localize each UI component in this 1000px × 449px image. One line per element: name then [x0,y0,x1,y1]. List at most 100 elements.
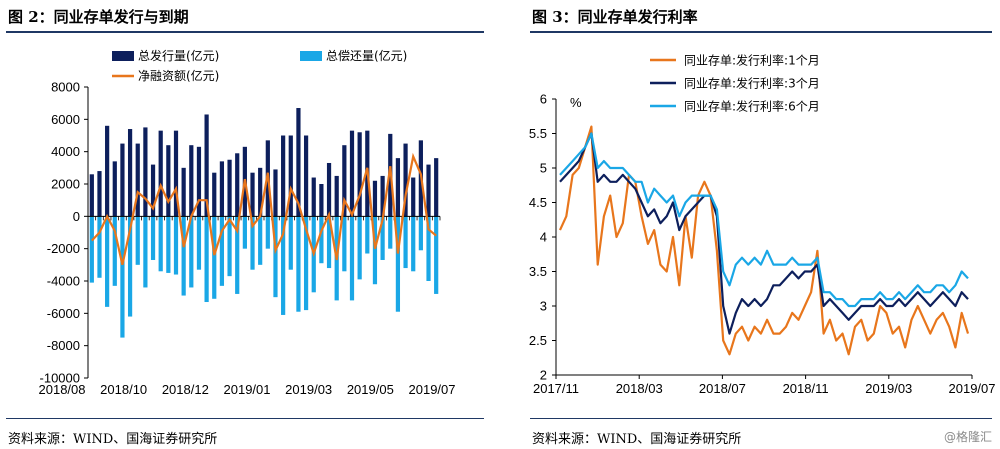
issuance-bar [196,146,202,217]
issuance-bar [372,180,378,217]
repayment-bar [127,216,133,317]
y-tick-label: 2.5 [529,333,547,348]
issuance-bar [166,145,171,217]
issuance-bar [426,164,431,217]
repayment-bar [204,216,209,303]
repayment-bar [434,216,439,294]
repayment-bar [112,216,117,286]
issuance-bar [219,161,225,217]
issuance-bar [181,167,186,217]
x-tick-label: 2018/12 [162,382,209,397]
x-tick-label: 2018/11 [783,381,829,396]
repayment-bar [288,216,293,270]
issuance-bar [311,177,316,217]
legend-label-1m: 同业存单:发行利率:1个月 [684,53,820,68]
repayment-bar [349,216,355,301]
watermark: @格隆汇 [943,430,992,444]
repayment-bar [365,216,370,254]
issuance-bar [150,164,156,217]
left-figure-title: 图 2：同业存单发行与到期 [8,8,189,26]
issuance-bar [288,135,293,217]
right-source: 资料来源：WIND、国海证券研究所 [532,432,742,447]
legend-label-net: 净融资额(亿元) [138,68,219,83]
x-tick-label: 2018/10 [100,382,147,397]
x-tick-label: 2018/07 [699,381,746,396]
repayment-bar [250,216,255,270]
x-tick-label: 2017/11 [533,381,579,396]
repayment-bar [135,216,140,265]
x-tick-label: 2018/08 [39,382,86,397]
y-tick-label: -6000 [47,306,80,321]
repayment-bar [372,216,378,285]
issuance-bar [342,145,347,217]
repayment-bar [120,216,125,338]
issuance-bar [227,159,232,217]
repayment-bar [158,216,163,272]
repayment-bar [380,216,385,260]
legend-label-3m: 同业存单:发行利率:3个月 [684,76,820,91]
y-tick-label: 6 [540,92,547,107]
y-tick-label: 0 [73,209,80,224]
issuance-bar [411,177,416,217]
x-tick-label: 2019/05 [347,382,394,397]
repayment-bar [281,216,286,315]
right-title-rule [530,31,992,33]
y-tick-label: 8000 [51,80,80,95]
issuance-bar [296,108,301,217]
x-tick-label: 2019/07 [949,381,996,396]
y-tick-label: 4.5 [529,195,547,210]
repayment-bar [357,216,362,280]
issuance-bar [158,130,163,217]
issuance-bar [105,125,110,217]
issuance-bar [204,114,209,217]
y-tick-label: 4000 [51,144,80,159]
left-title-rule [6,31,484,33]
issuance-bar [173,130,179,217]
repayment-bar [296,216,301,312]
y-unit-label: % [570,95,582,110]
repayment-bar [219,216,225,286]
issuance-bar [334,175,339,217]
x-tick-label: 2019/03 [865,381,912,396]
y-tick-label: -8000 [47,338,80,353]
left-source: 资料来源：WIND、国海证券研究所 [8,432,218,447]
net-financing-line [91,152,437,266]
repayment-bar [173,216,179,275]
y-tick-label: 5.5 [529,126,547,141]
issuance-bar [380,175,385,217]
issuance-bar [97,171,102,217]
issuance-bar [143,127,148,217]
repayment-bar [258,216,263,265]
repayment-bar [265,216,270,249]
rate-line-6m [559,132,969,308]
issuance-bar [326,162,332,217]
y-tick-label: -2000 [47,241,80,256]
issuance-bar [89,174,94,217]
y-tick-label: -10000 [40,371,80,386]
issuance-bar [235,153,240,217]
y-tick-label: 3.5 [529,264,547,279]
repayment-bar [411,216,416,272]
issuance-bar [250,172,255,217]
repayment-bar [319,216,324,264]
issuance-bar [403,143,408,217]
issuance-bar [127,129,133,217]
issuance-bar [135,143,140,217]
issuance-bar [112,161,117,217]
repayment-bar [235,216,240,294]
y-tick-label: 6000 [51,112,80,127]
repayment-bar [303,216,309,311]
rate-line-3m [559,132,969,335]
left-source-rule [6,418,484,419]
right-source-rule [530,418,992,419]
issuance-bar [258,167,263,217]
repayment-bar [150,216,156,260]
issuance-bar [434,158,439,217]
y-tick-label: 3 [540,299,547,314]
x-tick-label: 2019/03 [285,382,332,397]
issuance-bar [349,130,355,217]
repayment-bar [403,216,408,269]
y-tick-label: -4000 [47,274,80,289]
